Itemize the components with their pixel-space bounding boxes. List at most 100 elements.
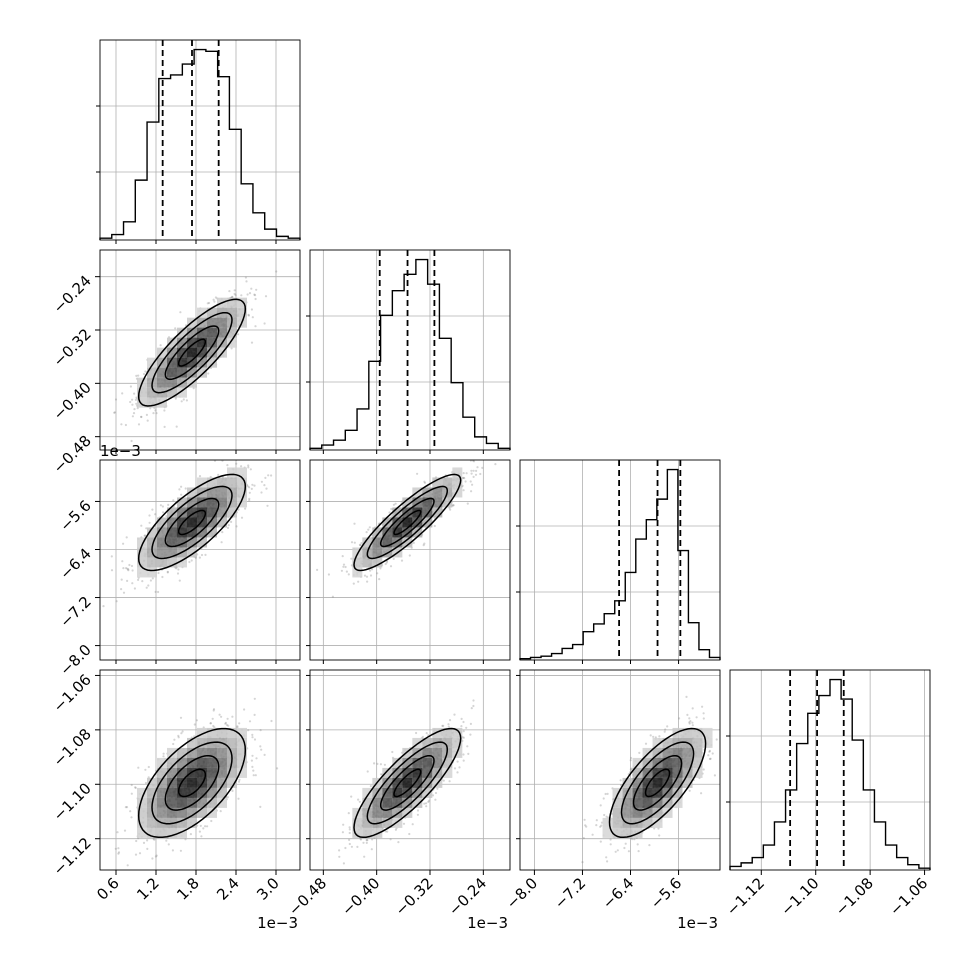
density-block [167, 557, 177, 568]
density-block [167, 337, 177, 348]
sample-point [244, 276, 247, 279]
sample-point [425, 802, 428, 805]
sample-point [240, 516, 244, 519]
sample-point [248, 499, 251, 502]
sample-point [207, 372, 210, 375]
sample-point [376, 762, 379, 766]
sample-point [134, 786, 137, 790]
density-block [227, 777, 237, 788]
density-block [442, 497, 453, 508]
density-block [187, 367, 197, 378]
sample-point [348, 831, 351, 835]
sample-point [154, 590, 157, 594]
sample-point [481, 466, 484, 469]
density-block [217, 767, 227, 778]
sample-point [120, 588, 123, 591]
sample-point [402, 822, 406, 825]
density-block [187, 797, 197, 808]
sample-point [231, 715, 234, 718]
contour-level-3 [353, 727, 462, 839]
sample-point [359, 838, 362, 841]
density-block [362, 787, 373, 798]
density-block [197, 357, 207, 368]
sample-point [462, 753, 465, 756]
sample-point [338, 855, 341, 858]
sample-point [247, 313, 250, 316]
panel-content [310, 460, 510, 660]
sample-point [474, 473, 478, 476]
density-block [177, 787, 187, 798]
sample-point [198, 475, 202, 478]
scatter-panel-3-0 [99, 669, 301, 871]
sample-point [345, 570, 348, 573]
sample-point [211, 717, 214, 720]
sample-point [237, 780, 241, 783]
sample-point [134, 853, 138, 856]
sample-point [159, 504, 162, 507]
density-block [167, 767, 177, 778]
density-block [187, 517, 197, 528]
sample-point [275, 270, 278, 273]
sample-point [220, 541, 223, 544]
sample-point [179, 311, 182, 314]
density-block [392, 507, 403, 518]
histogram-panel-2 [516, 459, 721, 661]
density-block [392, 787, 403, 798]
density-block [207, 747, 217, 758]
density-block [207, 497, 217, 508]
sample-point [157, 590, 160, 594]
sample-point [213, 726, 216, 729]
sample-point [198, 556, 201, 559]
density-block [177, 347, 187, 358]
density-block [402, 747, 413, 758]
sample-point [448, 719, 452, 722]
density-block [227, 337, 237, 348]
sample-point [453, 713, 456, 716]
sample-point [243, 708, 246, 711]
sample-point [177, 568, 180, 571]
sample-point [131, 569, 134, 572]
density-block [177, 747, 187, 758]
sample-point [238, 778, 241, 781]
density-block [392, 777, 403, 788]
density-block [157, 557, 167, 568]
sample-point [347, 812, 350, 815]
density-block [412, 517, 423, 528]
sample-point [259, 745, 262, 748]
contour-level-0 [393, 509, 422, 536]
density-block [452, 727, 463, 738]
contour-level-3 [137, 727, 247, 839]
density-block [217, 777, 227, 788]
density-block [177, 817, 187, 828]
sample-point [231, 789, 234, 793]
sample-point [247, 729, 250, 732]
sample-point [436, 787, 439, 790]
sample-point [366, 770, 369, 773]
sample-point [161, 505, 164, 508]
histogram-step-line [99, 48, 301, 240]
density-block [432, 487, 443, 498]
sample-point [236, 726, 239, 729]
sample-point [251, 316, 254, 319]
sample-point [248, 497, 251, 500]
sample-point [264, 476, 267, 479]
sample-point [276, 767, 279, 770]
sample-point [425, 805, 428, 808]
density-block [432, 477, 443, 488]
density-block [147, 387, 157, 398]
sample-point [248, 720, 252, 723]
sample-point [227, 524, 230, 527]
density-block [167, 377, 177, 388]
sample-point [244, 453, 246, 455]
density-block [167, 357, 177, 368]
density-block [207, 507, 217, 518]
sample-point [340, 569, 343, 572]
sample-point [114, 398, 118, 401]
sample-point [102, 605, 105, 608]
sample-point [134, 786, 137, 789]
density-block [147, 567, 157, 578]
sample-point [353, 541, 356, 544]
contour-level-2 [151, 311, 233, 394]
sample-point [224, 722, 227, 725]
histogram-step-line [519, 468, 721, 660]
